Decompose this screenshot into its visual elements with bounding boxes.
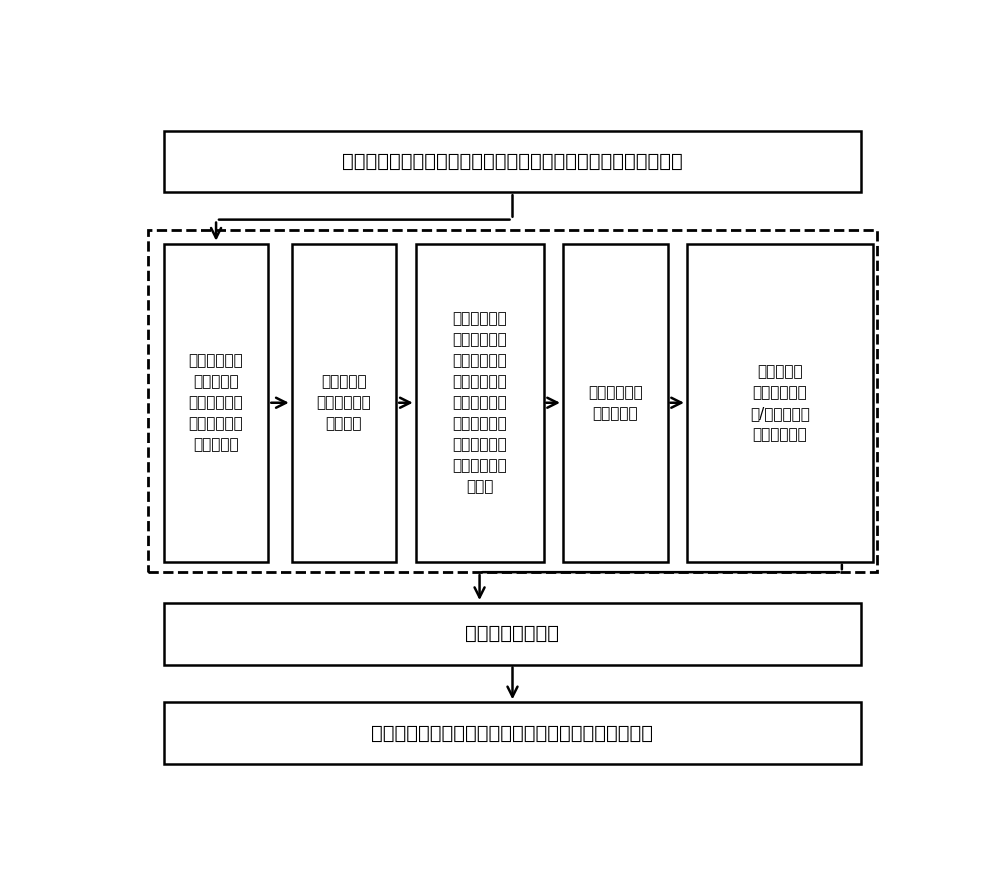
Bar — [148, 230, 877, 573]
Text: 根据通井情
况，确定射孔
枪类型。: 根据通井情 况，确定射孔 枪类型。 — [317, 374, 371, 431]
Bar — [164, 603, 861, 665]
Text: 确定已压裂段
处理方式。: 确定已压裂段 处理方式。 — [588, 385, 643, 420]
Text: 对加砂压裂施工过程中可能出现异常情况做预案处理。: 对加砂压裂施工过程中可能出现异常情况做预案处理。 — [372, 724, 654, 742]
Bar — [292, 244, 396, 562]
Bar — [563, 244, 668, 562]
Bar — [164, 244, 268, 562]
Bar — [164, 131, 861, 192]
Bar — [164, 702, 861, 764]
Text: 确定套变位置
后，根据地
质、测井等数
据资料，优选
射孔位置。: 确定套变位置 后，根据地 质、测井等数 据资料，优选 射孔位置。 — [189, 353, 243, 453]
Bar — [687, 244, 873, 562]
Text: 基于射孔枪
型，优选暂堵
剂/暂堵球组合
方式及用量。: 基于射孔枪 型，优选暂堵 剂/暂堵球组合 方式及用量。 — [750, 364, 810, 442]
Bar — [416, 244, 544, 562]
Text: 设计压裂施工步骤: 设计压裂施工步骤 — [466, 624, 560, 644]
Text: 对疑似套变情况做进一步确认，判定是否套变，并确定套变位置。: 对疑似套变情况做进一步确认，判定是否套变，并确定套变位置。 — [342, 152, 683, 171]
Text: 根据套变段长
度、射孔数量
等信息，确定
施工规模（含
处理炮眼及近
井筒用盐酸、
投暂堵材料后
造缝用胶液用
量）。: 根据套变段长 度、射孔数量 等信息，确定 施工规模（含 处理炮眼及近 井筒用盐酸… — [452, 311, 507, 494]
